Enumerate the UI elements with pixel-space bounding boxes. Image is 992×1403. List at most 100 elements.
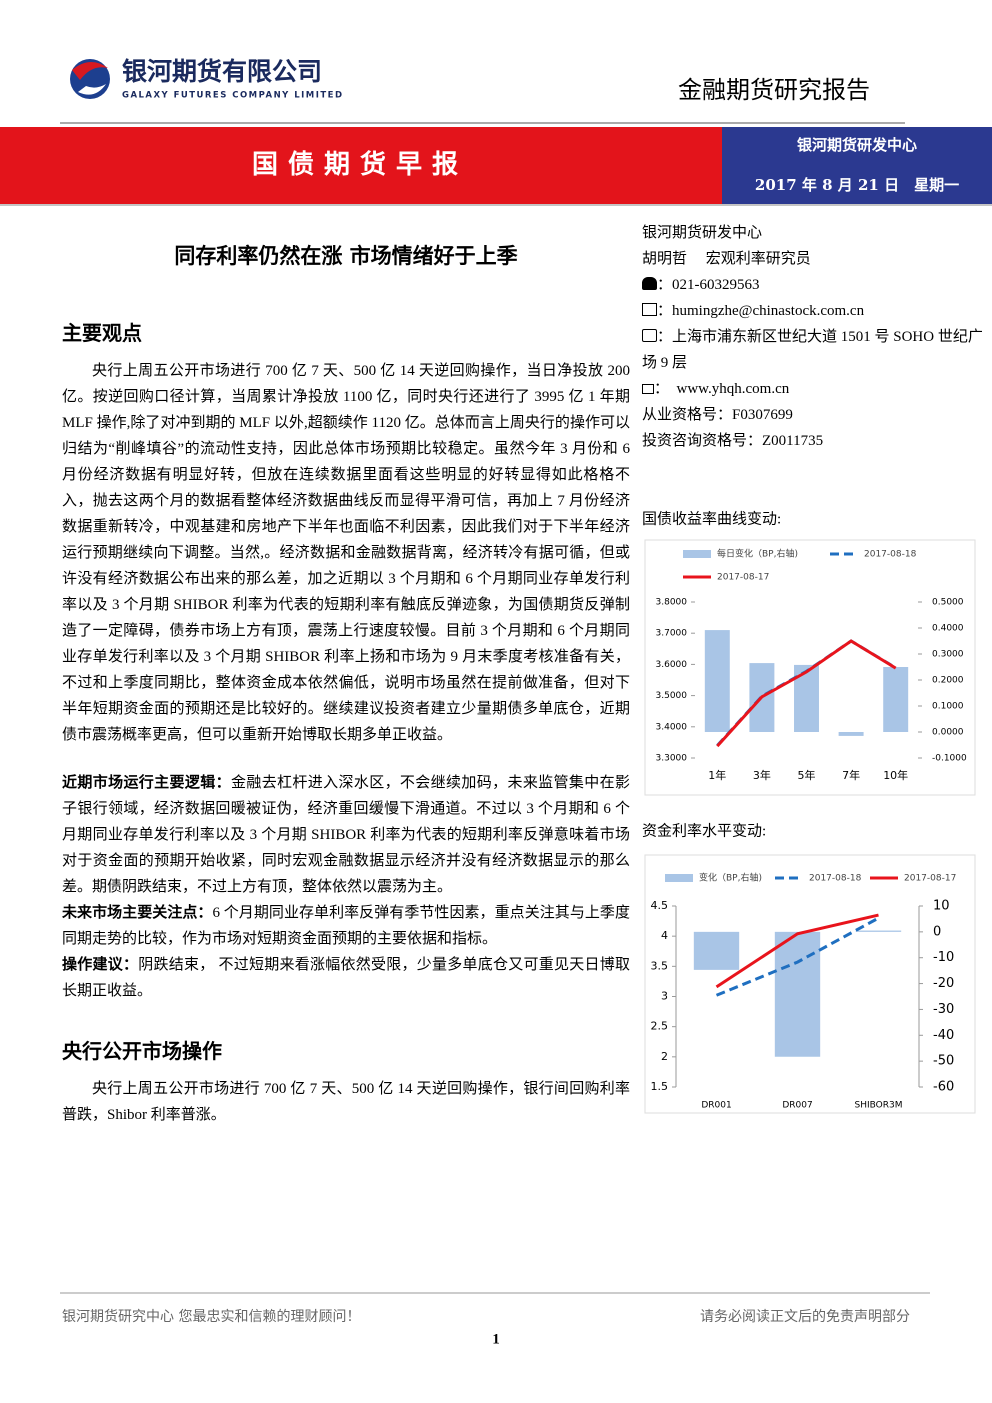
y2-tick-label: 0.5000	[932, 598, 964, 608]
text: 6 个月期同业存单利率反弹有季节性因素，重点关注其与上季度同期走势的比较，作为市…	[62, 905, 630, 947]
paragraph: 操作建议：阴跌结束， 不过短期来看涨幅依然受限，少量多单底仓又可重见天日博取长期…	[62, 952, 630, 1004]
y2-tick-label: 0.1000	[932, 702, 964, 712]
y-tick-label: 3.7000	[656, 629, 688, 639]
x-tick-label: 5年	[798, 768, 816, 782]
sidebar: 银河期货研发中心 胡明哲 宏观利率研究员 ：021-60329563 ：humi…	[642, 220, 987, 454]
y2-tick-label: -0.1000	[932, 754, 967, 764]
page-number: 1	[492, 1331, 500, 1347]
y-tick-label: 3.5000	[656, 691, 688, 701]
bar	[838, 732, 864, 736]
y-tick-label: 3.3000	[656, 754, 688, 764]
banner	[0, 127, 722, 204]
report-title: 同存利率仍然在涨 市场情绪好于上季	[174, 243, 518, 268]
bar	[855, 930, 902, 932]
contact: ：021-60329563	[642, 272, 987, 298]
y2-tick-label: 0.3000	[932, 650, 964, 660]
phone: ：021-60329563	[657, 277, 760, 293]
lead: 操作建议：	[62, 957, 139, 973]
paragraph: 央行上周五公开市场进行 700 亿 7 天、500 亿 14 天逆回购操作，当日…	[62, 363, 630, 743]
x-tick-label: 10年	[883, 768, 908, 782]
y2-tick-label: -40	[933, 1028, 954, 1043]
y-tick-label: 4	[661, 929, 668, 942]
company-name: 银河期货有限公司	[122, 57, 322, 86]
y-tick-label: 2.5	[651, 1020, 669, 1033]
chart-title: 国债收益率曲线变动:	[642, 510, 781, 527]
banner-dept: 银河期货研发中心	[797, 136, 917, 154]
x-tick-label: 3年	[753, 768, 771, 782]
bar	[774, 931, 821, 1057]
section: 主要观点 央行上周五公开市场进行 700 亿 7 天、500 亿 14 天逆回购…	[62, 318, 630, 748]
legend-label: 2017-08-17	[904, 874, 956, 884]
y-tick-label: 3.4000	[656, 722, 688, 732]
sidebar-line: 胡明哲 宏观利率研究员	[642, 251, 811, 267]
company-name-en: GALAXY FUTURES COMPANY LIMITED	[122, 91, 342, 101]
y2-tick-label: -30	[933, 1002, 954, 1017]
section-heading: 央行公开市场操作	[62, 1039, 222, 1063]
logo-icon	[70, 59, 110, 99]
chart-title: 资金利率水平变动:	[642, 822, 766, 839]
paragraph: 央行上周五公开市场进行 700 亿 7 天、500 亿 14 天逆回购操作，银行…	[62, 1081, 630, 1123]
contact: ： www.yhqh.com.cn	[642, 376, 987, 402]
bar	[704, 630, 730, 732]
banner-date: 2017 年 8 月 21 日 星期一	[755, 176, 959, 194]
paragraph: 近期市场运行主要逻辑：金融去杠杆进入深水区，不会继续加码，未来监管集中在影子银行…	[62, 770, 630, 900]
banner-title: 国债期货早报	[252, 149, 468, 180]
line	[716, 639, 897, 748]
legend-label: 2017-08-18	[864, 550, 917, 560]
x-tick-label: DR001	[701, 1101, 731, 1111]
bar	[693, 931, 740, 970]
y2-tick-label: 0.0000	[932, 728, 964, 738]
text: 阴跌结束， 不过短期来看涨幅依然受限，少量多单底仓又可重见天日博取长期正收益。	[62, 957, 630, 999]
footer-left: 银河期货研究中心 您最忠实和信赖的理财顾问！	[62, 1308, 360, 1325]
y-tick-label: 3.6000	[656, 660, 688, 670]
x-tick-label: DR007	[782, 1101, 812, 1111]
section: 近期市场运行主要逻辑：金融去杠杆进入深水区，不会继续加码，未来监管集中在影子银行…	[62, 770, 630, 1004]
legend-label: 2017-08-17	[717, 573, 769, 583]
website: ： www.yhqh.com.cn	[654, 381, 790, 397]
legend-label: 2017-08-18	[809, 874, 862, 884]
y2-tick-label: 0.4000	[932, 624, 964, 634]
x-tick-label: SHIBOR3M	[855, 1101, 903, 1111]
y2-tick-label: 0	[933, 924, 941, 939]
y-tick-label: 3.8000	[656, 598, 688, 608]
contact: ：上海市浦东新区世纪大道 1501 号 SOHO 世纪广场 9 层	[642, 324, 987, 376]
line	[715, 916, 880, 997]
address: ：上海市浦东新区世纪大道 1501 号 SOHO 世纪广场 9 层	[642, 329, 983, 371]
y2-tick-label: 0.2000	[932, 676, 964, 686]
y-tick-label: 4.5	[651, 899, 669, 912]
lead: 近期市场运行主要逻辑：	[62, 775, 231, 791]
legend-swatch	[683, 550, 711, 558]
legend-label: 每日变化（BP,右轴)	[717, 548, 798, 560]
banner-side	[722, 127, 992, 204]
y-tick-label: 3.5	[651, 959, 669, 972]
y-tick-label: 2	[661, 1050, 668, 1063]
main-column: 主要观点 央行上周五公开市场进行 700 亿 7 天、500 亿 14 天逆回购…	[62, 318, 630, 1128]
text: 金融去杠杆进入深水区，不会继续加码，未来监管集中在影子银行领域，经济数据回暖被证…	[62, 775, 630, 895]
line	[715, 913, 879, 989]
contact: ：humingzhe@chinastock.com.cn	[642, 298, 987, 324]
section-heading: 主要观点	[62, 321, 142, 345]
legend-swatch	[665, 874, 693, 882]
header: 银河期货有限公司 GALAXY FUTURES COMPANY LIMITED …	[0, 57, 992, 206]
section: 央行公开市场操作 央行上周五公开市场进行 700 亿 7 天、500 亿 14 …	[62, 1036, 630, 1128]
x-tick-label: 1年	[708, 768, 726, 782]
sidebar-line: 从业资格号：F0307699	[642, 407, 793, 423]
paragraph: 未来市场主要关注点：6 个月期同业存单利率反弹有季节性因素，重点关注其与上季度同…	[62, 900, 630, 952]
email: ：humingzhe@chinastock.com.cn	[657, 303, 865, 319]
chart-frame	[644, 539, 976, 796]
x-tick-label: 7年	[842, 768, 860, 782]
bar	[794, 664, 819, 732]
y2-tick-label: -10	[933, 950, 954, 965]
y2-tick-label: -20	[933, 976, 954, 991]
y-tick-label: 3	[661, 990, 668, 1003]
y2-tick-label: -50	[933, 1054, 954, 1069]
lead: 未来市场主要关注点：	[62, 905, 213, 921]
sidebar-line: 投资咨询资格号：Z0011735	[642, 433, 824, 449]
report-type: 金融期货研究报告	[678, 76, 870, 104]
legend-label: 变化（BP,右轴)	[699, 872, 762, 884]
y2-tick-label: 10	[933, 899, 950, 914]
sidebar-line: 银河期货研发中心	[642, 225, 763, 241]
bar	[883, 667, 909, 732]
